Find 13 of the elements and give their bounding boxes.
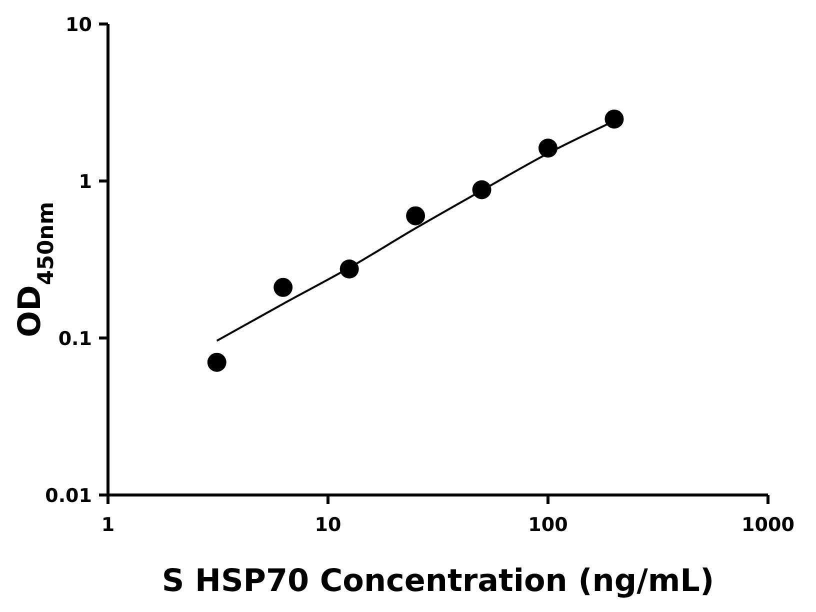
point <box>207 352 226 372</box>
y-tick-label: 0.01 <box>45 485 92 507</box>
x-tick-label: 1000 <box>742 514 794 536</box>
point <box>604 110 624 129</box>
x-tick-label: 10 <box>314 514 342 536</box>
y-tick-label: 0.1 <box>58 328 92 350</box>
x-tick-label: 1 <box>101 514 115 536</box>
x-tick-label: 100 <box>528 514 568 536</box>
point <box>274 278 293 297</box>
x-axis-title: S HSP70 Concentration (ng/mL) <box>162 563 714 599</box>
point <box>406 206 426 226</box>
y-tick-label: 10 <box>66 14 92 36</box>
y-tick-label: 1 <box>78 171 92 193</box>
